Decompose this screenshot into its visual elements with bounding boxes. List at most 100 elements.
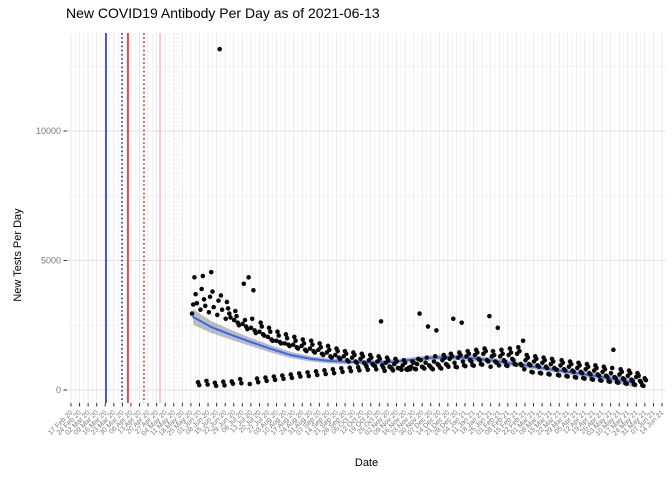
scatter-point: [385, 357, 391, 363]
scatter-point: [228, 315, 233, 320]
scatter-point: [450, 316, 456, 322]
scatter-point: [335, 348, 340, 354]
scatter-point: [249, 316, 255, 322]
scatter-point: [502, 359, 508, 364]
scatter-point: [520, 338, 526, 344]
scatter-point: [313, 369, 319, 374]
scatter-point: [423, 360, 428, 366]
scatter-point: [568, 361, 574, 367]
scatter-point: [585, 364, 591, 369]
scatter-point: [255, 379, 261, 385]
scatter-point: [326, 347, 332, 353]
scatter-point: [536, 364, 542, 369]
scatter-point: [599, 378, 604, 383]
scatter-point: [340, 369, 345, 375]
scatter-point: [408, 364, 414, 369]
scatter-point: [346, 359, 351, 364]
scatter-point: [463, 363, 468, 369]
scatter-point: [517, 348, 522, 354]
scatter-point: [577, 363, 582, 368]
scatter-point: [194, 300, 200, 306]
scatter-point: [413, 366, 419, 372]
scatter-point: [417, 311, 422, 316]
scatter-point: [519, 363, 525, 368]
scatter-point: [522, 366, 527, 372]
scatter-point: [289, 375, 295, 381]
scatter-point: [247, 381, 253, 387]
scatter-point: [190, 302, 196, 307]
scatter-point: [338, 365, 344, 371]
scatter-point: [287, 343, 292, 349]
scatter-point: [565, 374, 570, 379]
scatter-point: [402, 360, 408, 366]
scatter-point: [219, 307, 225, 313]
y-tick-label: 5000: [41, 256, 61, 266]
y-tick-label: 10000: [36, 126, 61, 136]
scatter-point: [304, 348, 309, 354]
scatter-point: [275, 329, 280, 335]
scatter-point: [278, 341, 284, 346]
scatter-point: [259, 324, 265, 329]
scatter-point: [418, 357, 424, 363]
scatter-point: [211, 304, 216, 310]
scatter-point: [312, 350, 318, 355]
scatter-point: [200, 273, 206, 279]
scatter-point: [354, 360, 360, 366]
scatter-point: [424, 355, 430, 360]
scatter-point: [246, 275, 251, 280]
scatter-point: [632, 382, 638, 388]
scatter-point: [272, 377, 278, 383]
scatter-point: [224, 299, 230, 305]
scatter-point: [425, 324, 431, 329]
scatter-point: [430, 366, 436, 372]
scatter-point: [204, 378, 209, 384]
scatter-point: [538, 371, 544, 376]
scatter-point: [641, 383, 646, 389]
scatter-point: [282, 341, 288, 346]
scatter-point: [550, 359, 556, 364]
scatter-point: [495, 325, 501, 331]
scatter-point: [233, 308, 238, 314]
scatter-point: [562, 368, 568, 373]
scatter-point: [491, 352, 497, 358]
scatter-point: [198, 307, 203, 313]
scatter-point: [307, 346, 313, 351]
scatter-point: [390, 368, 396, 373]
scatter-point: [308, 338, 314, 344]
scatter-point: [317, 341, 322, 346]
scatter-point: [257, 329, 262, 335]
scatter-point: [348, 368, 354, 374]
y-tick-label: 0: [56, 385, 61, 395]
scatter-point: [556, 373, 562, 378]
scatter-point: [508, 350, 514, 355]
scatter-point: [469, 359, 474, 364]
scatter-point: [483, 348, 489, 354]
scatter-point: [607, 379, 613, 385]
scatter-point: [530, 370, 536, 375]
scatter-point: [411, 360, 416, 366]
scatter-point: [449, 354, 455, 359]
scatter-point: [208, 269, 214, 275]
scatter-point: [216, 298, 221, 303]
scatter-point: [266, 325, 272, 331]
scatter-point: [231, 317, 237, 323]
scatter-point: [192, 275, 197, 280]
scatter-point: [596, 373, 602, 379]
x-axis-title: Date: [354, 457, 379, 469]
scatter-point: [189, 311, 195, 316]
scatter-point: [242, 317, 248, 323]
scatter-point: [234, 313, 239, 319]
scatter-point: [432, 354, 438, 359]
scatter-point: [207, 294, 213, 300]
scatter-point: [283, 332, 289, 337]
scatter-point: [218, 293, 224, 298]
chart-title: New COVID19 Antibody Per Day as of 2021-…: [66, 5, 380, 21]
scatter-point: [201, 297, 207, 302]
scatter-point: [230, 381, 236, 387]
scatter-point: [573, 375, 579, 380]
scatter-point: [487, 313, 492, 319]
scatter-point: [471, 363, 477, 368]
scatter-point: [193, 291, 198, 297]
scatter-point: [329, 355, 334, 360]
